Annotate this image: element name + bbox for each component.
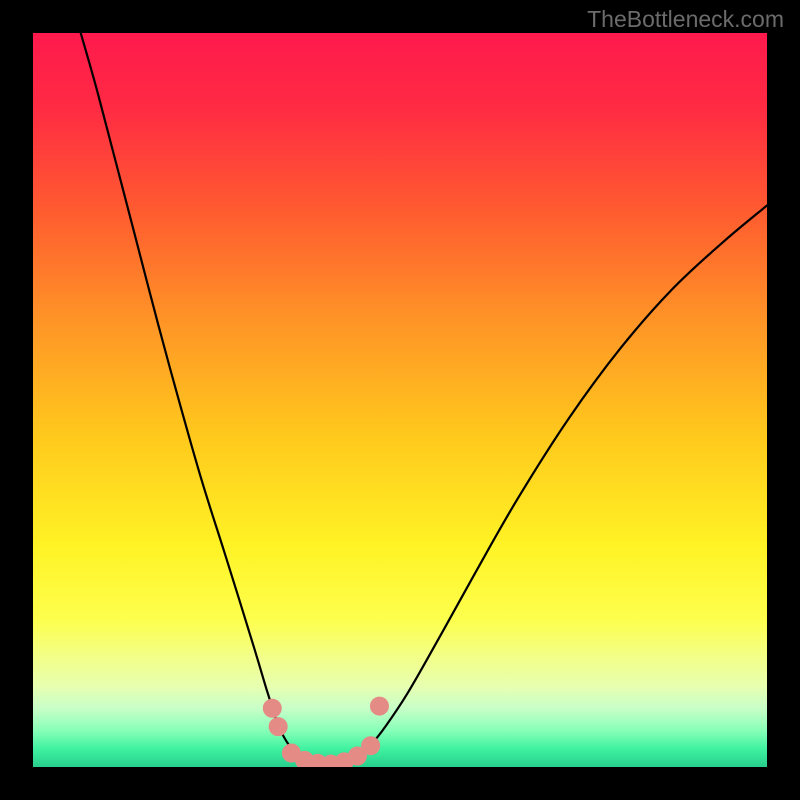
watermark-text: TheBottleneck.com bbox=[587, 6, 784, 33]
data-marker bbox=[263, 699, 281, 717]
data-marker bbox=[269, 718, 287, 736]
plot-frame bbox=[33, 33, 767, 767]
data-marker bbox=[370, 697, 388, 715]
plot-area bbox=[33, 33, 767, 767]
gradient-background bbox=[33, 33, 767, 767]
plot-svg bbox=[33, 33, 767, 767]
data-marker bbox=[362, 737, 380, 755]
chart-stage: TheBottleneck.com bbox=[0, 0, 800, 800]
